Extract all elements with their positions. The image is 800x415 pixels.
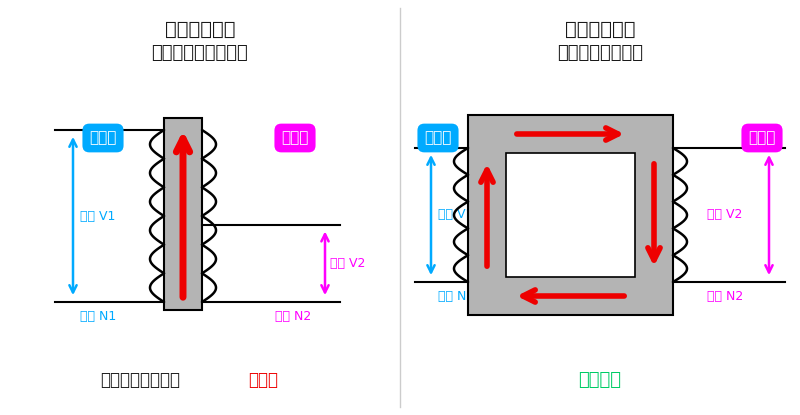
Text: 巻数 N1: 巻数 N1	[438, 290, 474, 303]
Text: 小型・軽量　／: 小型・軽量 ／	[100, 371, 180, 389]
Text: 単巻トランス: 単巻トランス	[165, 20, 235, 39]
Text: 絶縁あり: 絶縁あり	[578, 371, 622, 389]
Text: 複巻トランス: 複巻トランス	[565, 20, 635, 39]
Bar	[164, 118, 202, 310]
Text: 巻数 N2: 巻数 N2	[275, 310, 311, 322]
Text: （オートトランス）: （オートトランス）	[152, 44, 248, 62]
Text: １次側: １次側	[424, 130, 452, 146]
Text: （絶縁トランス）: （絶縁トランス）	[557, 44, 643, 62]
Text: 電圧 V1: 電圧 V1	[438, 208, 474, 222]
Text: ２次側: ２次側	[748, 130, 776, 146]
Bar	[468, 115, 673, 315]
Text: 巻数 N1: 巻数 N1	[80, 310, 116, 322]
Text: 電圧 V1: 電圧 V1	[80, 210, 115, 222]
Text: 電圧 V2: 電圧 V2	[707, 208, 742, 222]
Text: １次側: １次側	[90, 130, 117, 146]
Text: 巻数 N2: 巻数 N2	[707, 290, 743, 303]
Text: ２次側: ２次側	[282, 130, 309, 146]
Text: 非絶縁: 非絶縁	[248, 371, 278, 389]
Bar	[506, 153, 635, 277]
Text: 電圧 V2: 電圧 V2	[330, 257, 366, 270]
